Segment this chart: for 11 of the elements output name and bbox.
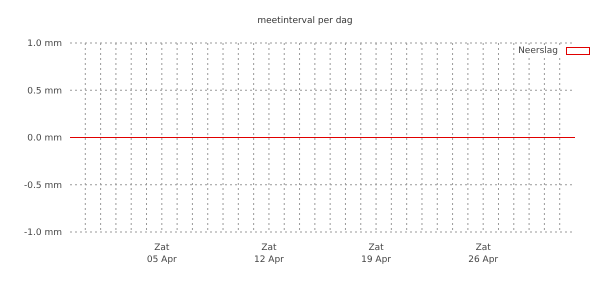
y-tick-label: -1.0 mm	[24, 228, 62, 238]
y-tick-label: -0.5 mm	[24, 180, 62, 191]
y-tick-label: 1.0 mm	[27, 39, 62, 50]
x-tick-label: Zat 05 Apr	[146, 243, 178, 265]
y-tick-label: 0.0 mm	[27, 134, 62, 144]
legend-label: Neerslag	[518, 46, 558, 56]
x-tick-label: Zat 19 Apr	[361, 243, 392, 265]
x-tick-label: Zat 26 Apr	[468, 243, 498, 265]
chart-title: meetinterval per dag	[256, 16, 354, 26]
x-tick-label: Zat 12 Apr	[254, 243, 284, 265]
y-tick-label: 0.5 mm	[27, 86, 62, 96]
